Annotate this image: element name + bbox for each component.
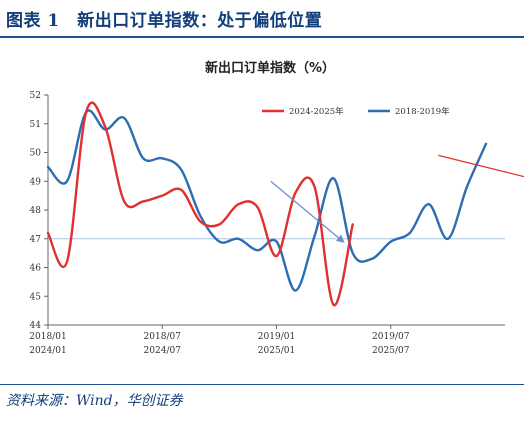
header-divider: [0, 36, 524, 38]
x-tick-label-top: 2018/01: [29, 332, 66, 342]
legend-label: 2018-2019年: [395, 106, 450, 117]
y-tick-label: 51: [30, 120, 41, 130]
chart-title: 新出口订单指数（%）: [205, 60, 335, 76]
source-note: 资料来源：Wind，华创证券: [6, 393, 183, 409]
x-tick-label-bottom: 2025/07: [372, 346, 410, 356]
line-chart: 新出口订单指数（%） 44 45 46 47 48 49 50 51 52 2018/01 2018…: [29, 60, 524, 356]
x-tick-label-top: 2019/01: [258, 332, 295, 342]
series-line-2024-2025: [46, 101, 354, 307]
y-tick-label: 45: [30, 292, 42, 302]
y-tick-label: 47: [30, 235, 42, 245]
x-tick-label-bottom: 2025/01: [258, 346, 295, 356]
x-tick-label-top: 2019/07: [372, 332, 410, 342]
x-tick-label-top: 2018/07: [144, 332, 182, 342]
x-tick-label-bottom: 2024/07: [144, 346, 182, 356]
y-tick-label: 49: [30, 177, 42, 187]
y-tick-label: 44: [30, 321, 42, 331]
figure-title: 图表 1 新出口订单指数：处于偏低位置: [6, 11, 323, 31]
series-line-2018-2019: [46, 109, 488, 292]
y-tick-label: 46: [30, 264, 42, 274]
report-header: 图表 1 新出口订单指数：处于偏低位置: [0, 0, 524, 40]
y-tick-label: 50: [30, 149, 42, 159]
trend-arrow: [438, 154, 524, 178]
y-tick-label: 52: [30, 91, 41, 101]
footer-divider: [0, 384, 524, 385]
x-tick-label-bottom: 2024/01: [29, 346, 66, 356]
legend: 2024-2025年 2018-2019年: [262, 106, 450, 117]
plot-area: 44 45 46 47 48 49 50 51 52 2018/01 2018/07 2019/01 2…: [29, 91, 524, 356]
trend-arrow: [270, 180, 345, 243]
legend-label: 2024-2025年: [289, 106, 344, 117]
y-tick-label: 48: [30, 206, 42, 216]
